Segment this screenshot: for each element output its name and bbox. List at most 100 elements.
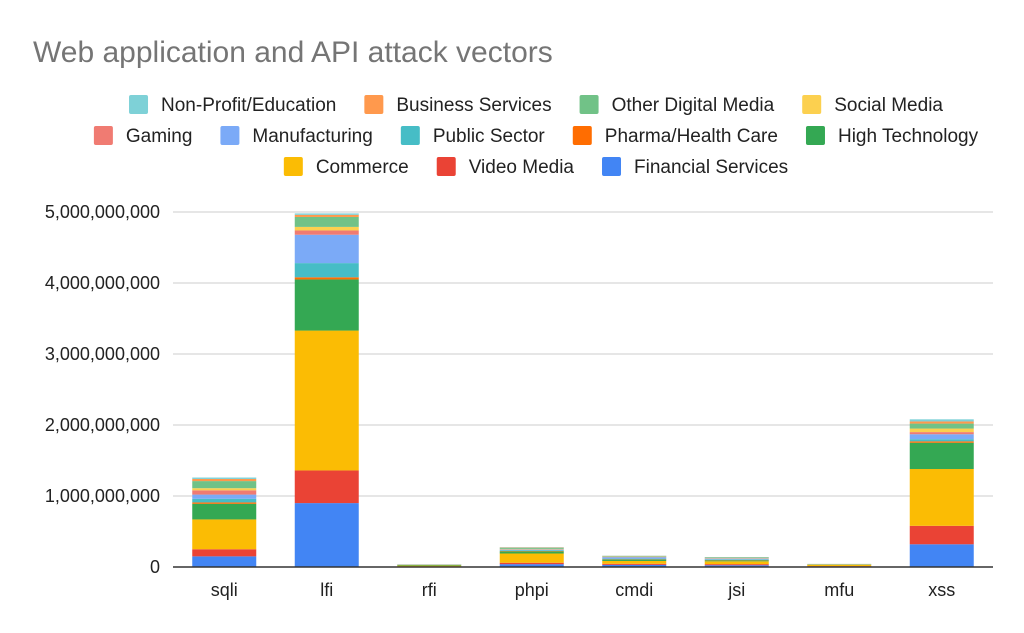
legend-swatch bbox=[364, 95, 384, 114]
x-tick-label: jsi bbox=[727, 580, 745, 600]
y-tick-label: 0 bbox=[150, 557, 160, 577]
bar-segment-xss-10 bbox=[909, 421, 974, 424]
bar-segment-sqli-2 bbox=[192, 519, 257, 550]
bar-segment-mfu-2 bbox=[807, 564, 872, 567]
legend-item-label: High Technology bbox=[838, 126, 979, 147]
bar-segment-sqli-6 bbox=[192, 494, 257, 499]
bar-segment-cmdi-9 bbox=[602, 556, 667, 557]
legend-swatch bbox=[802, 95, 822, 114]
bar-segment-cmdi-1 bbox=[602, 563, 667, 565]
bar-segment-phpi-2 bbox=[499, 553, 564, 563]
legend-swatch bbox=[436, 157, 456, 176]
x-tick-label: cmdi bbox=[615, 580, 653, 600]
bar-segment-lfi-6 bbox=[294, 234, 359, 264]
legend-swatch bbox=[400, 126, 420, 145]
bar-segment-xss-3 bbox=[909, 442, 974, 470]
bars bbox=[192, 213, 974, 567]
bar-segment-jsi-1 bbox=[704, 564, 769, 566]
bar-segment-lfi-8 bbox=[294, 226, 359, 231]
bar-segment-sqli-9 bbox=[192, 481, 257, 489]
bar-segment-phpi-3 bbox=[499, 551, 564, 554]
bar-segment-lfi-3 bbox=[294, 279, 359, 331]
bar-segment-lfi-2 bbox=[294, 330, 359, 471]
x-tick-label: sqli bbox=[211, 580, 238, 600]
y-tick-label: 4,000,000,000 bbox=[45, 273, 160, 293]
y-tick-label: 1,000,000,000 bbox=[45, 486, 160, 506]
chart-title: Web application and API attack vectors bbox=[33, 36, 553, 69]
bar-segment-cmdi-3 bbox=[602, 559, 667, 561]
bar-segment-sqli-11 bbox=[192, 477, 257, 479]
bar-segment-sqli-1 bbox=[192, 549, 257, 557]
bar-segment-lfi-1 bbox=[294, 470, 359, 504]
legend-item-label: Financial Services bbox=[634, 157, 788, 178]
bar-segment-xss-4 bbox=[909, 441, 974, 443]
bar-segment-jsi-6 bbox=[704, 558, 769, 560]
legend-swatch bbox=[805, 126, 825, 145]
bar-segment-cmdi-5 bbox=[602, 558, 667, 560]
bar-segment-phpi-1 bbox=[499, 562, 564, 565]
bar-segment-lfi-0 bbox=[294, 503, 359, 567]
bar-segment-lfi-11 bbox=[294, 213, 359, 215]
legend-item-label: Pharma/Health Care bbox=[605, 126, 778, 147]
bar-segment-phpi-5 bbox=[499, 550, 564, 552]
y-tick-label: 3,000,000,000 bbox=[45, 344, 160, 364]
legend-swatch bbox=[602, 157, 622, 176]
bar-segment-xss-2 bbox=[909, 469, 974, 526]
bar-segment-sqli-8 bbox=[192, 488, 257, 491]
bar-segment-sqli-7 bbox=[192, 490, 257, 495]
legend-swatch bbox=[220, 126, 240, 145]
bar-segment-lfi-7 bbox=[294, 230, 359, 235]
bar-segment-xss-9 bbox=[909, 423, 974, 429]
legend-swatch bbox=[579, 95, 599, 114]
x-tick-label: mfu bbox=[824, 580, 854, 600]
legend-item-label: Video Media bbox=[469, 157, 575, 178]
bar-segment-jsi-5 bbox=[704, 559, 769, 560]
bar-segment-xss-0 bbox=[909, 544, 974, 567]
x-tick-label: lfi bbox=[320, 580, 333, 600]
legend-item-label: Gaming bbox=[126, 126, 193, 147]
bar-segment-xss-1 bbox=[909, 525, 974, 545]
bar-segment-rfi-2 bbox=[397, 565, 462, 567]
x-tick-label: xss bbox=[928, 580, 955, 600]
bar-segment-rfi-3 bbox=[397, 565, 462, 566]
bar-segment-xss-7 bbox=[909, 432, 974, 435]
bar-segment-sqli-0 bbox=[192, 556, 257, 567]
bar-segment-lfi-5 bbox=[294, 263, 359, 278]
legend-swatch bbox=[572, 126, 592, 145]
bar-segment-lfi-9 bbox=[294, 216, 359, 227]
bar-segment-jsi-0 bbox=[704, 565, 769, 567]
bar-segment-lfi-10 bbox=[294, 214, 359, 217]
bar-segment-xss-11 bbox=[909, 419, 974, 422]
legend-swatch bbox=[93, 126, 113, 145]
bar-segment-xss-8 bbox=[909, 428, 974, 433]
legend-item-label: Social Media bbox=[834, 95, 943, 116]
legend-item-label: Commerce bbox=[316, 157, 409, 178]
bar-segment-sqli-3 bbox=[192, 503, 257, 520]
legend-item-label: Public Sector bbox=[433, 126, 546, 147]
bar-segment-cmdi-2 bbox=[602, 560, 667, 564]
legend-item-label: Business Services bbox=[396, 95, 551, 116]
bar-segment-jsi-9 bbox=[704, 557, 769, 559]
legend-swatch bbox=[129, 95, 149, 114]
bar-segment-sqli-10 bbox=[192, 478, 257, 482]
x-tick-label: phpi bbox=[515, 580, 549, 600]
y-tick-label: 2,000,000,000 bbox=[45, 415, 160, 435]
bar-segment-xss-5 bbox=[909, 439, 974, 442]
bar-segment-sqli-4 bbox=[192, 502, 257, 504]
legend-swatch bbox=[283, 157, 303, 176]
legend-item-label: Non-Profit/Education bbox=[161, 95, 336, 116]
bar-segment-jsi-3 bbox=[704, 560, 769, 562]
bar-segment-lfi-4 bbox=[294, 277, 359, 280]
bar-segment-xss-6 bbox=[909, 434, 974, 440]
legend-item-label: Manufacturing bbox=[252, 126, 372, 147]
x-axis-ticks: sqli lfi rfi phpi cmdi jsi mfu xss bbox=[211, 580, 956, 600]
y-axis-ticks: 0 1,000,000,000 2,000,000,000 3,000,000,000… bbox=[45, 202, 160, 577]
bar-segment-cmdi-0 bbox=[602, 564, 667, 567]
legend-item-label: Other Digital Media bbox=[612, 95, 775, 116]
bar-segment-phpi-9 bbox=[499, 547, 564, 549]
bar-segment-cmdi-6 bbox=[602, 557, 667, 559]
bar-segment-jsi-2 bbox=[704, 561, 769, 565]
bar-segment-phpi-0 bbox=[499, 564, 564, 567]
bar-segment-sqli-5 bbox=[192, 498, 257, 503]
